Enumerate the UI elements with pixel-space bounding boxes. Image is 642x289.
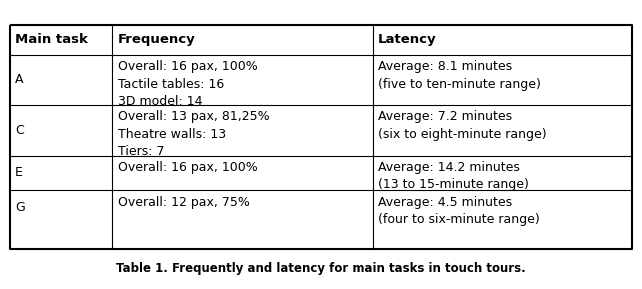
Text: Overall: 13 pax, 81,25%
Theatre walls: 13
Tiers: 7: Overall: 13 pax, 81,25% Theatre walls: 1… (117, 110, 269, 158)
Text: Overall: 16 pax, 100%: Overall: 16 pax, 100% (117, 161, 257, 174)
Text: C: C (15, 124, 24, 137)
Text: Overall: 16 pax, 100%
Tactile tables: 16
3D model: 14: Overall: 16 pax, 100% Tactile tables: 16… (117, 60, 257, 108)
Text: A: A (15, 73, 23, 86)
Text: Average: 4.5 minutes
(four to six-minute range): Average: 4.5 minutes (four to six-minute… (378, 195, 539, 226)
Text: Average: 7.2 minutes
(six to eight-minute range): Average: 7.2 minutes (six to eight-minut… (378, 110, 546, 141)
Text: Main task: Main task (15, 33, 88, 46)
Text: Table 1. Frequently and latency for main tasks in touch tours.: Table 1. Frequently and latency for main… (116, 262, 526, 275)
Text: Frequency: Frequency (117, 33, 195, 46)
Text: Average: 8.1 minutes
(five to ten-minute range): Average: 8.1 minutes (five to ten-minute… (378, 60, 541, 90)
Text: G: G (15, 201, 24, 214)
Text: Overall: 12 pax, 75%: Overall: 12 pax, 75% (117, 195, 249, 208)
Text: Latency: Latency (378, 33, 437, 46)
Text: E: E (15, 166, 22, 179)
Text: Average: 14.2 minutes
(13 to 15-minute range): Average: 14.2 minutes (13 to 15-minute r… (378, 161, 529, 191)
